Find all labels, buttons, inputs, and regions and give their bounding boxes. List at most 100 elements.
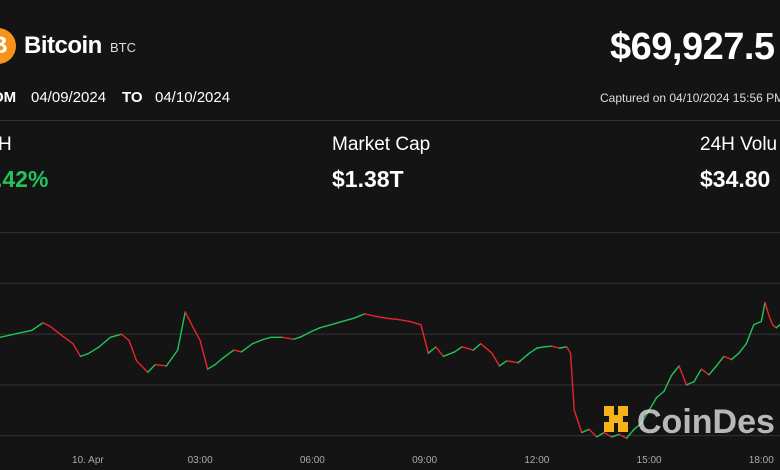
price-segment-64 xyxy=(588,428,598,438)
to-date[interactable]: 04/10/2024 xyxy=(155,89,231,106)
to-label: TO xyxy=(122,89,143,106)
price-segment-81 xyxy=(715,355,725,367)
price-segment-16 xyxy=(154,363,168,367)
price-segment-17 xyxy=(165,349,179,367)
header-divider xyxy=(0,120,780,121)
price-segment-18 xyxy=(176,311,186,351)
price-segment-46 xyxy=(442,351,456,358)
price-segment-3 xyxy=(31,322,44,332)
price-segment-26 xyxy=(240,342,254,353)
coindesk-watermark: CoinDes xyxy=(604,403,775,441)
price-segment-83 xyxy=(730,352,740,361)
price-segment-62 xyxy=(573,409,583,434)
price-segment-15 xyxy=(147,363,156,373)
bitcoin-symbol: ₿ xyxy=(0,32,8,60)
price-segment-2 xyxy=(16,329,33,335)
price-segment-84 xyxy=(738,342,748,354)
price-segment-9 xyxy=(87,346,100,355)
price-segment-56 xyxy=(536,346,546,349)
price-segment-73 xyxy=(655,390,665,399)
coin-name: Bitcoin xyxy=(24,32,102,59)
price-segment-6 xyxy=(61,334,74,345)
coindesk-logo-icon xyxy=(604,406,628,432)
price-segment-19 xyxy=(184,311,194,328)
price-segment-22 xyxy=(206,363,216,370)
price-segment-35 xyxy=(330,320,344,326)
price-segment-59 xyxy=(558,346,568,349)
from-label: OM xyxy=(0,89,17,106)
price-segment-77 xyxy=(685,381,695,386)
price-segment-67 xyxy=(610,433,620,438)
price-segment-27 xyxy=(251,338,265,345)
price-segment-47 xyxy=(453,346,463,353)
price-segment-82 xyxy=(723,355,733,361)
price-segment-55 xyxy=(528,347,538,354)
price-segment-5 xyxy=(49,325,63,337)
price-segment-50 xyxy=(480,342,493,354)
price-segment-88 xyxy=(764,301,770,316)
chart-gridlines xyxy=(0,232,780,437)
captured-timestamp: Captured on 04/10/2024 15:56 PM xyxy=(600,91,780,105)
price-segment-20 xyxy=(191,325,201,342)
price-segment-28 xyxy=(263,336,272,340)
price-segment-14 xyxy=(135,360,149,373)
price-segment-12 xyxy=(120,333,130,342)
price-segment-48 xyxy=(461,346,474,351)
bitcoin-icon: ₿ xyxy=(0,28,16,64)
x-tick-label-1: 03:00 xyxy=(188,455,213,466)
price-segment-91 xyxy=(775,323,780,329)
price-segment-51 xyxy=(491,352,501,367)
stat-value-24h-volume: $34.80 xyxy=(700,166,771,192)
price-segment-86 xyxy=(753,320,762,326)
current-price: $69,927.5 xyxy=(610,26,775,68)
price-segment-23 xyxy=(214,357,224,366)
price-segment-57 xyxy=(543,345,553,348)
price-segment-38 xyxy=(364,313,377,318)
x-tick-label-0: 10. Apr xyxy=(72,455,104,466)
price-series xyxy=(0,301,780,439)
x-tick-label-4: 12:00 xyxy=(524,455,549,466)
price-segment-7 xyxy=(72,342,82,358)
price-segment-42 xyxy=(408,320,422,326)
price-segment-65 xyxy=(595,431,605,438)
stat-label-24h-change: H xyxy=(0,134,12,155)
watermark-text: CoinDes xyxy=(637,403,775,441)
price-segment-52 xyxy=(498,360,508,367)
price-segment-13 xyxy=(128,339,138,362)
price-segment-49 xyxy=(472,342,482,351)
price-segment-34 xyxy=(319,323,332,329)
price-segment-79 xyxy=(700,368,710,376)
price-segment-21 xyxy=(199,339,209,370)
price-segment-25 xyxy=(233,349,242,353)
price-segment-11 xyxy=(109,333,123,339)
price-segment-41 xyxy=(397,318,411,323)
price-chart[interactable]: CoinDes 10. Apr 03:00 06:00 09:00 12:00 15:00… xyxy=(0,220,780,470)
x-tick-label-2: 06:00 xyxy=(300,455,325,466)
price-segment-78 xyxy=(693,368,703,383)
price-segment-72 xyxy=(648,396,658,411)
price-segment-60 xyxy=(566,346,572,354)
price-segment-1 xyxy=(0,332,18,339)
price-segment-37 xyxy=(352,313,366,320)
price-segment-68 xyxy=(618,433,628,439)
price-segment-75 xyxy=(670,365,680,377)
price-segment-69 xyxy=(625,428,635,439)
coin-ticker: BTC xyxy=(110,40,136,55)
stat-value-market-cap: $1.38T xyxy=(332,166,404,192)
from-date[interactable]: 04/09/2024 xyxy=(31,89,107,106)
stat-label-24h-volume: 24H Volu xyxy=(700,134,778,155)
price-segment-30 xyxy=(281,336,295,340)
price-segment-66 xyxy=(603,431,613,438)
price-segment-32 xyxy=(300,330,314,338)
price-segment-63 xyxy=(581,428,590,434)
price-segment-33 xyxy=(311,327,321,332)
price-segment-39 xyxy=(375,315,388,320)
price-segment-44 xyxy=(427,346,437,354)
x-axis-ticks: 10. Apr 03:00 06:00 09:00 12:00 15:00 18:00 xyxy=(72,455,774,466)
price-segment-70 xyxy=(633,422,643,431)
x-tick-label-3: 09:00 xyxy=(412,455,437,466)
price-segment-74 xyxy=(663,374,673,392)
price-segment-31 xyxy=(292,336,302,340)
price-segment-85 xyxy=(745,323,755,345)
price-segment-58 xyxy=(551,345,560,349)
